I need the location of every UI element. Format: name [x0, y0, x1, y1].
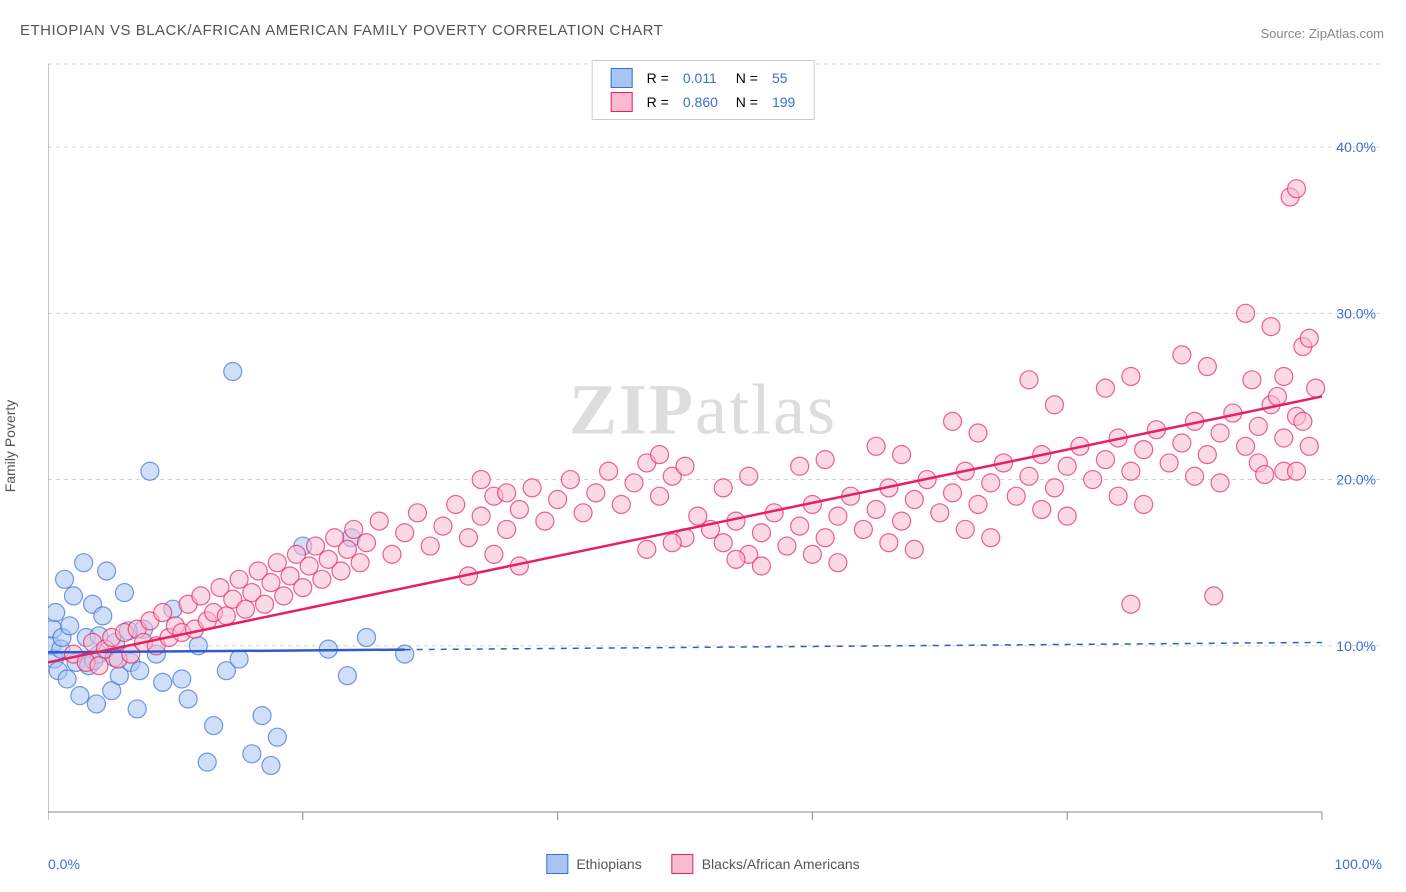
legend-row-2: R = 0.860 N = 199 — [605, 91, 802, 113]
r-value-2: 0.860 — [677, 91, 724, 113]
x-tick-label-100: 100.0% — [1335, 856, 1382, 872]
n-value-2: 199 — [766, 91, 801, 113]
x-tick-label-0: 0.0% — [48, 856, 80, 872]
r-label-1: R = — [641, 67, 675, 89]
n-label-1: N = — [726, 67, 764, 89]
n-label-2: N = — [726, 91, 764, 113]
svg-text:40.0%: 40.0% — [1336, 139, 1376, 155]
series-legend: Ethiopians Blacks/African Americans — [546, 854, 859, 874]
legend-label-2: Blacks/African Americans — [702, 856, 860, 872]
r-label-2: R = — [641, 91, 675, 113]
n-value-1: 55 — [766, 67, 801, 89]
scatter-plot: 10.0% 20.0% 30.0% 40.0% — [48, 52, 1382, 832]
legend-row-1: R = 0.011 N = 55 — [605, 67, 802, 89]
swatch-series-2 — [611, 92, 633, 112]
chart-title: ETHIOPIAN VS BLACK/AFRICAN AMERICAN FAMI… — [20, 22, 663, 39]
swatch-bottom-2 — [672, 854, 694, 874]
correlation-legend: R = 0.011 N = 55 R = 0.860 N = 199 — [592, 60, 815, 120]
swatch-series-1 — [611, 68, 633, 88]
legend-item-2: Blacks/African Americans — [672, 854, 860, 874]
y-axis-label: Family Poverty — [2, 400, 18, 493]
svg-text:10.0%: 10.0% — [1336, 638, 1376, 654]
swatch-bottom-1 — [546, 854, 568, 874]
svg-text:30.0%: 30.0% — [1336, 305, 1376, 321]
source-attribution: Source: ZipAtlas.com — [1260, 26, 1384, 41]
legend-label-1: Ethiopians — [576, 856, 641, 872]
chart-container: ETHIOPIAN VS BLACK/AFRICAN AMERICAN FAMI… — [0, 0, 1406, 892]
r-value-1: 0.011 — [677, 67, 724, 89]
svg-text:20.0%: 20.0% — [1336, 472, 1376, 488]
legend-item-1: Ethiopians — [546, 854, 641, 874]
